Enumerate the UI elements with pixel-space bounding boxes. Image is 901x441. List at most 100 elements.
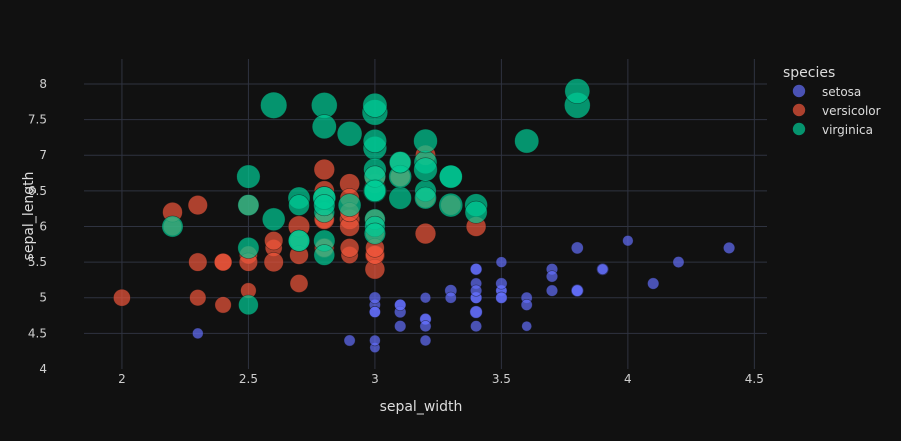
point-setosa[interactable] — [470, 320, 482, 333]
y-tick-label: 5 — [39, 291, 47, 305]
point-virginica[interactable] — [438, 192, 463, 218]
point-virginica[interactable] — [311, 114, 337, 140]
point-virginica[interactable] — [389, 151, 412, 174]
legend-item-virginica[interactable]: virginica — [792, 122, 874, 138]
x-axis-title: sepal_width — [380, 399, 463, 415]
point-virginica[interactable] — [288, 194, 310, 216]
point-setosa[interactable] — [570, 241, 584, 255]
point-setosa[interactable] — [394, 320, 407, 333]
x-tick-label: 3.5 — [492, 372, 511, 386]
point-setosa[interactable] — [368, 291, 382, 304]
point-setosa[interactable] — [470, 284, 483, 297]
y-tick-label: 6.5 — [28, 184, 47, 198]
point-setosa[interactable] — [571, 284, 584, 297]
point-versicolor[interactable] — [414, 223, 437, 245]
y-tick-label: 4 — [39, 362, 47, 376]
point-versicolor[interactable] — [264, 231, 284, 251]
point-virginica[interactable] — [362, 92, 388, 118]
series-virginica — [161, 78, 591, 316]
point-setosa[interactable] — [647, 277, 660, 290]
point-versicolor[interactable] — [214, 253, 233, 272]
point-setosa[interactable] — [723, 241, 736, 254]
point-virginica[interactable] — [362, 129, 387, 154]
point-setosa[interactable] — [419, 292, 432, 304]
legend-item-setosa[interactable]: setosa — [792, 84, 862, 100]
legend-marker-virginica — [792, 122, 806, 136]
point-setosa[interactable] — [369, 334, 381, 347]
point-virginica[interactable] — [238, 294, 259, 316]
point-versicolor[interactable] — [187, 195, 208, 216]
point-setosa[interactable] — [469, 305, 483, 319]
point-virginica[interactable] — [413, 157, 438, 182]
point-setosa[interactable] — [545, 270, 558, 283]
point-versicolor[interactable] — [214, 296, 232, 314]
point-setosa[interactable] — [672, 256, 685, 268]
point-virginica[interactable] — [438, 164, 463, 189]
y-tick-label: 7.5 — [28, 113, 47, 127]
y-tick-label: 5.5 — [28, 255, 47, 269]
point-virginica[interactable] — [287, 229, 310, 252]
point-setosa[interactable] — [495, 277, 508, 290]
x-tick-label: 4 — [624, 372, 632, 386]
point-virginica[interactable] — [237, 194, 260, 217]
grid — [84, 59, 767, 369]
point-virginica[interactable] — [413, 128, 438, 154]
point-virginica[interactable] — [337, 193, 362, 217]
point-versicolor[interactable] — [339, 238, 360, 258]
point-virginica[interactable] — [313, 244, 335, 266]
point-setosa[interactable] — [545, 284, 558, 297]
point-versicolor[interactable] — [263, 252, 284, 273]
point-virginica[interactable] — [161, 215, 184, 238]
point-setosa[interactable] — [192, 327, 204, 340]
y-axis-title: sepal_length — [21, 172, 37, 261]
data-points — [113, 78, 736, 353]
point-setosa[interactable] — [520, 298, 533, 311]
legend-label-versicolor: versicolor — [822, 104, 881, 118]
point-setosa[interactable] — [343, 334, 356, 347]
point-setosa[interactable] — [419, 320, 432, 333]
point-virginica[interactable] — [514, 128, 540, 154]
legend-title: species — [783, 65, 835, 81]
legend: species setosa versicolor virginica — [783, 65, 881, 137]
y-axis-ticks: 4 4.5 5 5.5 6 6.5 7 7.5 8 — [28, 77, 47, 376]
point-virginica[interactable] — [388, 186, 412, 210]
point-versicolor[interactable] — [289, 274, 309, 293]
point-virginica[interactable] — [262, 207, 286, 232]
y-tick-label: 6 — [39, 219, 47, 233]
point-setosa[interactable] — [596, 263, 609, 275]
point-virginica[interactable] — [564, 78, 591, 104]
point-setosa[interactable] — [470, 263, 483, 276]
point-setosa[interactable] — [521, 320, 533, 332]
point-setosa[interactable] — [444, 291, 457, 304]
point-setosa[interactable] — [495, 256, 508, 268]
series-setosa — [192, 235, 736, 353]
point-setosa[interactable] — [368, 306, 381, 318]
y-tick-label: 7 — [39, 148, 47, 162]
point-virginica[interactable] — [363, 222, 386, 245]
point-virginica[interactable] — [336, 121, 363, 147]
point-versicolor[interactable] — [313, 158, 335, 181]
point-virginica[interactable] — [414, 186, 437, 210]
x-axis-ticks: 2 2.5 3 3.5 4 4.5 — [118, 372, 764, 386]
point-setosa[interactable] — [622, 235, 634, 247]
point-virginica[interactable] — [313, 194, 336, 217]
point-versicolor[interactable] — [188, 252, 208, 272]
point-virginica[interactable] — [363, 179, 387, 202]
point-setosa[interactable] — [394, 298, 407, 311]
x-tick-label: 3 — [371, 372, 379, 386]
point-versicolor[interactable] — [189, 289, 207, 307]
x-tick-label: 2 — [118, 372, 126, 386]
legend-item-versicolor[interactable]: versicolor — [792, 103, 881, 119]
legend-label-virginica: virginica — [822, 123, 873, 137]
point-virginica[interactable] — [464, 200, 488, 224]
legend-marker-versicolor — [792, 103, 806, 117]
legend-marker-setosa — [792, 84, 806, 98]
point-setosa[interactable] — [419, 334, 432, 347]
point-virginica[interactable] — [260, 91, 288, 119]
point-versicolor[interactable] — [113, 288, 131, 307]
point-virginica[interactable] — [236, 164, 261, 189]
point-virginica[interactable] — [237, 236, 260, 259]
x-tick-label: 2.5 — [239, 372, 258, 386]
point-setosa[interactable] — [495, 291, 508, 304]
